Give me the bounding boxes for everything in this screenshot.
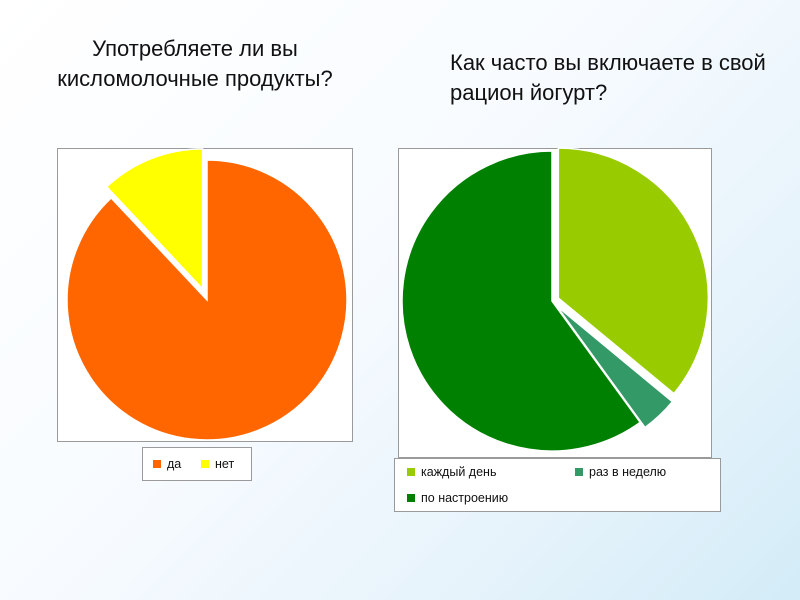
legend-item-weekly: раз в неделю bbox=[575, 465, 666, 479]
chart-2-title: Как часто вы включаете в свой рацион йог… bbox=[450, 50, 766, 105]
legend-label-every-day: каждый день bbox=[421, 465, 497, 479]
legend-label-net: нет bbox=[215, 457, 235, 471]
chart-2-pie-slice-0 bbox=[557, 147, 710, 395]
legend-label-da: да bbox=[167, 457, 182, 471]
chart-2-pie-slice-1 bbox=[556, 305, 674, 429]
legend-label-weekly: раз в неделю bbox=[589, 465, 667, 479]
legend-item-net: нет bbox=[201, 457, 234, 471]
legend-swatch-by-mood bbox=[407, 494, 415, 502]
legend-item-da: да bbox=[153, 457, 181, 471]
legend-swatch-da bbox=[153, 460, 161, 468]
legend-swatch-every-day bbox=[407, 468, 415, 476]
chart-1-legend: да нет bbox=[142, 447, 252, 481]
chart-2-pie-slice-2 bbox=[401, 150, 642, 452]
legend-label-by-mood: по настроению bbox=[421, 491, 509, 505]
chart-2-legend: каждый день раз в неделю по настроению bbox=[394, 458, 721, 512]
chart-1-pie-slice-net bbox=[105, 148, 204, 291]
legend-swatch-net bbox=[201, 460, 209, 468]
legend-item-every-day: каждый день bbox=[407, 465, 496, 479]
legend-swatch-weekly bbox=[575, 468, 583, 476]
chart-1-title: Употребляете ли вы кисломолочные продукт… bbox=[57, 36, 333, 91]
legend-item-by-mood: по настроению bbox=[407, 491, 508, 505]
chart-1-pie-slice-da bbox=[66, 159, 348, 441]
